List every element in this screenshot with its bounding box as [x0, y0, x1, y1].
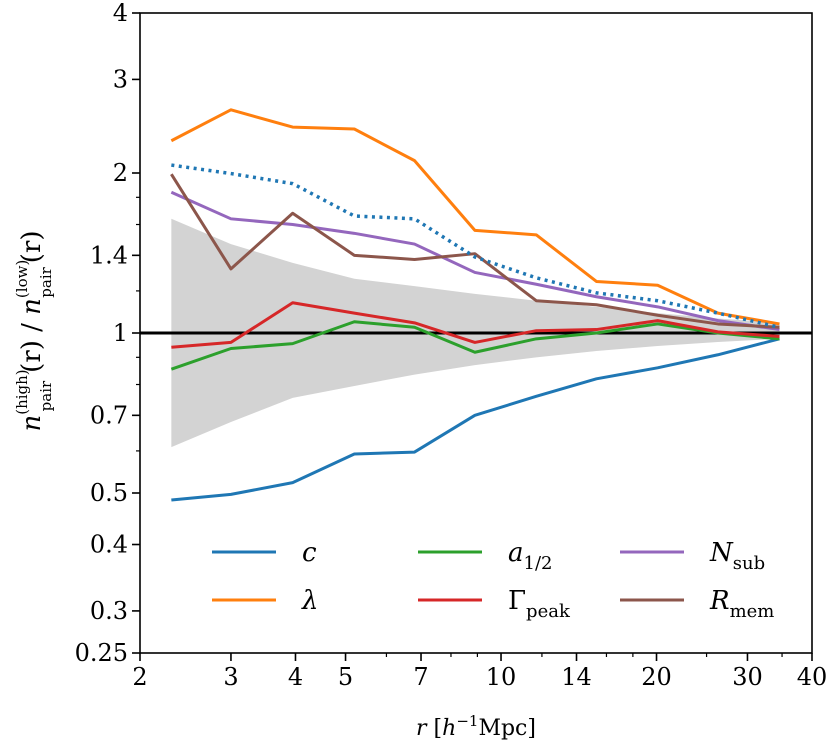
- y-tick-label-1.4: 1.4: [90, 241, 128, 269]
- x-axis-label-units: Mpc]: [478, 716, 536, 741]
- y-tick-label-0.25: 0.25: [75, 639, 128, 667]
- legend-label-c: c: [302, 538, 317, 568]
- legend-label-a_half: a1/2: [508, 538, 552, 574]
- legend-label-base-a_half: a: [508, 538, 524, 568]
- y-tick-label-1: 1: [113, 319, 128, 347]
- x-axis-label-bracket: [: [427, 716, 443, 741]
- y-tick-label-0.3: 0.3: [90, 597, 128, 625]
- plot-area: [139, 12, 813, 654]
- x-axis-label-symbol: r: [416, 716, 428, 741]
- x-tick-label-5: 5: [338, 663, 353, 691]
- x-tick-label-40: 40: [797, 663, 828, 691]
- series-line-c: [171, 337, 780, 502]
- legend-label-base-c: c: [302, 538, 317, 568]
- series-line-n_sub: [170, 190, 780, 332]
- x-tick-label-10: 10: [486, 663, 517, 691]
- y-label-den-sup: (low): [13, 260, 31, 298]
- x-axis-label-exp: −1: [456, 712, 478, 730]
- y-tick-label-2: 2: [113, 159, 128, 187]
- series-line-gamma_peak: [171, 301, 780, 349]
- y-tick-label-3: 3: [113, 65, 128, 93]
- legend-label-gamma_peak: Γpeak: [508, 586, 571, 622]
- y-tick-label-0.7: 0.7: [90, 401, 128, 429]
- series-line-r_mem: [170, 173, 780, 329]
- y-label-den-arg: (r): [17, 230, 47, 263]
- x-tick-label-4: 4: [288, 663, 303, 691]
- legend-label-n_sub: Nsub: [709, 538, 765, 574]
- y-tick-label-0.5: 0.5: [90, 479, 128, 507]
- x-tick-label-7: 7: [413, 663, 428, 691]
- x-tick-label-20: 20: [641, 663, 672, 691]
- legend-label-sub-n_sub: sub: [733, 553, 765, 574]
- x-axis-label: r [h−1Mpc]: [416, 712, 536, 741]
- y-label-num-sup: (high): [13, 369, 31, 414]
- legend-label-sub-r_mem: mem: [730, 601, 775, 622]
- series-line-a_half: [170, 320, 780, 371]
- axes-ticks: 2 3 4 5 7 10 14 20 30 40 0.25 0.3 0.4 0.5 0.7 1 1.4 2 3 4: [75, 0, 828, 691]
- x-tick-label-2: 2: [132, 663, 147, 691]
- axis-labels: r [h−1Mpc]n(high) pair(r) / n(low) pair(r): [13, 230, 536, 741]
- y-axis-label: n(high) pair(r) / n(low) pair(r): [13, 230, 55, 431]
- y-tick-label-4: 4: [113, 0, 128, 27]
- legend-label-r_mem: Rmem: [709, 586, 774, 622]
- y-label-num-arg: (r) /: [17, 315, 47, 373]
- x-tick-label-14: 14: [561, 663, 592, 691]
- y-tick-label-0.4: 0.4: [90, 531, 128, 559]
- legend-label-lambda: λ: [301, 586, 318, 616]
- y-label-den-base: n: [17, 298, 47, 315]
- legend-label-base-gamma_peak: Γ: [508, 586, 526, 616]
- x-axis-label-h: h: [442, 716, 456, 741]
- legend-label-base-r_mem: R: [709, 586, 730, 616]
- legend-label-sub-a_half: 1/2: [524, 553, 553, 574]
- legend-label-base-lambda: λ: [301, 586, 318, 616]
- x-tick-label-3: 3: [223, 663, 238, 691]
- series-line-lambda: [170, 108, 780, 326]
- legend-label-sub-gamma_peak: peak: [526, 601, 571, 622]
- plot-inner: [140, 108, 812, 502]
- legend-label-base-n_sub: N: [709, 538, 734, 568]
- y-label-num-sub: pair: [37, 380, 55, 411]
- y-label-den-sub: pair: [37, 266, 55, 297]
- series-line-combined: [171, 163, 780, 330]
- x-tick-label-30: 30: [732, 663, 763, 691]
- y-label-num-base: n: [17, 415, 47, 432]
